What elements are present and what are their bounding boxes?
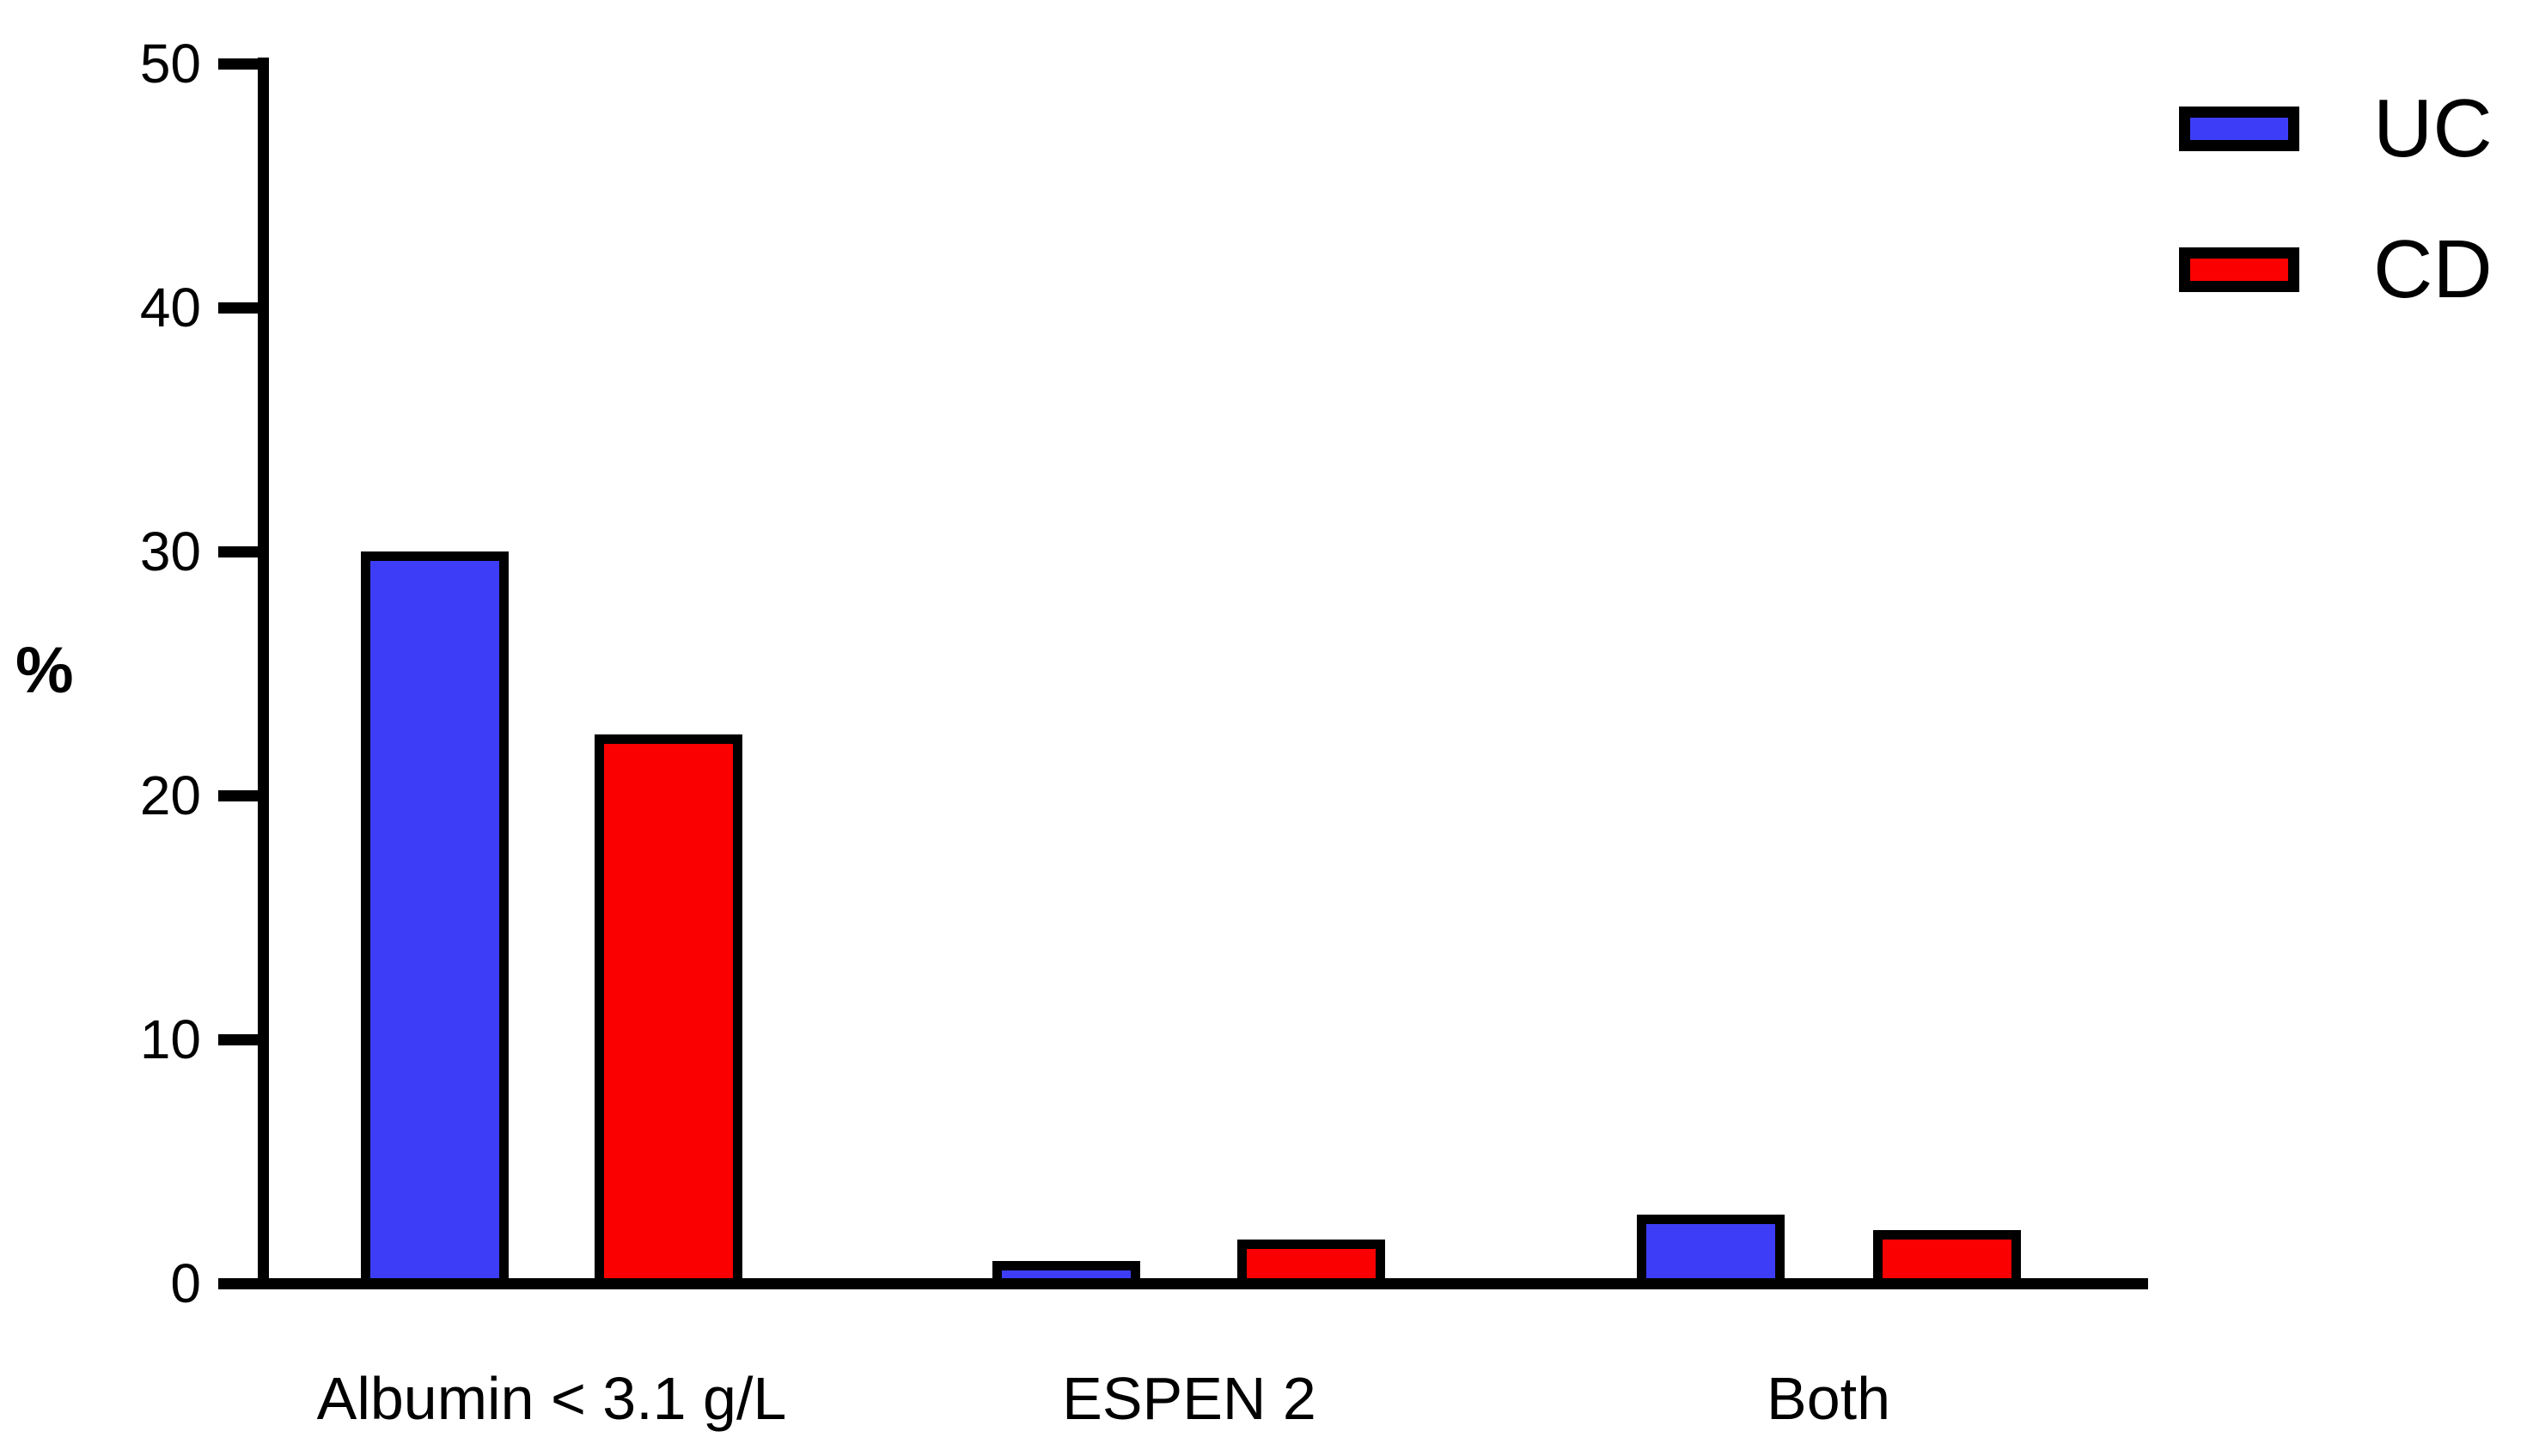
- y-tick-mark: [218, 790, 258, 801]
- x-axis-line: [258, 1278, 2148, 1289]
- legend-item-cd: CD: [2179, 223, 2493, 316]
- y-axis-line: [258, 58, 269, 1289]
- y-tick-label: 10: [139, 1008, 201, 1070]
- y-axis-title: %: [15, 634, 74, 707]
- legend-label: CD: [2373, 223, 2493, 315]
- legend-label: UC: [2373, 82, 2493, 174]
- y-tick-label: 30: [139, 521, 201, 582]
- x-category-label: Both: [1767, 1365, 1890, 1432]
- bar-cd-0: [595, 734, 742, 1288]
- y-tick-mark: [218, 546, 258, 557]
- y-tick-label: 0: [170, 1252, 201, 1314]
- legend-swatch-icon: [2179, 247, 2299, 292]
- x-category-label: ESPEN 2: [1062, 1365, 1316, 1432]
- bar-uc-0: [361, 551, 509, 1288]
- legend: UC CD: [2179, 82, 2493, 364]
- y-tick-mark: [218, 1034, 258, 1045]
- legend-item-uc: UC: [2179, 82, 2493, 175]
- y-tick-mark: [218, 302, 258, 314]
- y-tick-label: 20: [139, 765, 201, 826]
- y-tick-mark: [218, 1278, 258, 1289]
- x-category-label: Albumin < 3.1 g/L: [316, 1365, 787, 1432]
- legend-swatch-icon: [2179, 107, 2299, 151]
- bar-uc-2: [1637, 1215, 1785, 1288]
- y-tick-label: 50: [139, 33, 201, 94]
- y-tick-mark: [218, 58, 258, 70]
- y-tick-label: 40: [139, 277, 201, 338]
